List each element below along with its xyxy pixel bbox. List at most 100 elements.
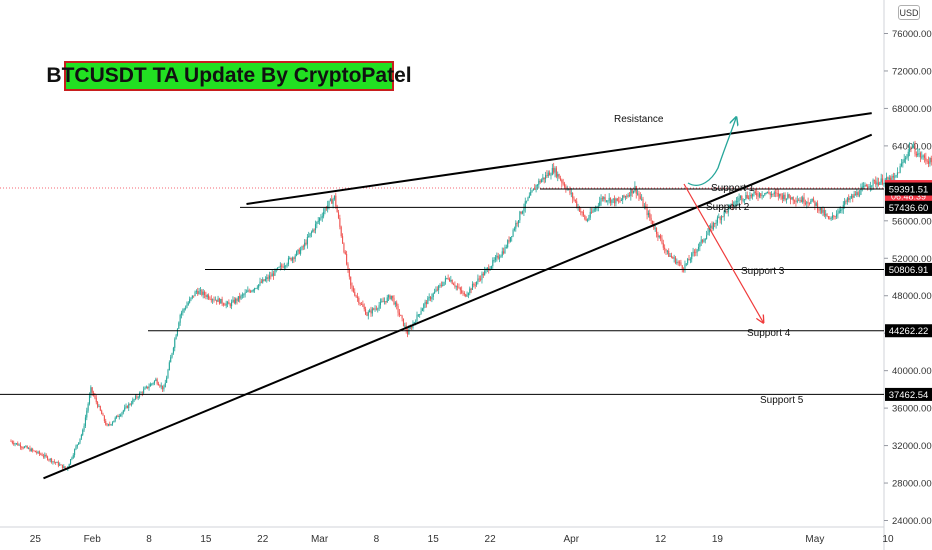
candle: [641, 194, 643, 201]
candle: [905, 155, 907, 164]
bullish-arrow: [687, 118, 736, 186]
candle: [197, 287, 199, 297]
candle-body: [61, 464, 63, 469]
candle: [375, 305, 377, 311]
candle-body: [151, 383, 153, 385]
candle-body: [147, 386, 149, 389]
candle-body: [764, 193, 766, 196]
candle: [481, 271, 483, 284]
candle: [48, 458, 50, 462]
candle: [46, 455, 49, 461]
candle-body: [731, 203, 733, 207]
time-tick-label: 8: [374, 534, 380, 545]
price-tag-value: 57436.60: [889, 203, 929, 214]
candle-body: [120, 415, 122, 417]
candle-body: [914, 145, 916, 155]
candle: [23, 445, 26, 449]
candle-body: [222, 303, 225, 305]
candle: [271, 269, 273, 277]
candle-body: [308, 236, 310, 237]
candle-body: [507, 240, 509, 248]
candle-body: [761, 195, 763, 197]
candle-body: [696, 249, 698, 253]
candle-body: [159, 385, 161, 387]
candle-body: [282, 266, 284, 268]
candle: [438, 284, 440, 294]
candle-body: [666, 250, 668, 252]
candle-body: [796, 200, 798, 202]
candle: [61, 464, 63, 470]
candle-body: [673, 257, 675, 259]
level-price-tag: 50806.91: [885, 262, 932, 276]
candle-body: [494, 257, 497, 260]
candle: [235, 297, 237, 305]
time-axis: 25 Feb 8 15 22 Mar 8 15 22 Apr 12 19 May 10: [30, 534, 894, 545]
candle-body: [910, 147, 912, 149]
candle-body: [312, 229, 314, 233]
candle: [347, 262, 349, 273]
candle-body: [271, 273, 273, 277]
candle: [392, 295, 394, 302]
candle-body: [643, 205, 645, 207]
candle: [333, 195, 335, 201]
candle-body: [124, 407, 126, 411]
candle-body: [527, 197, 529, 201]
candle: [243, 293, 245, 298]
candle-body: [902, 161, 904, 164]
candle-body: [33, 450, 35, 452]
candle: [335, 192, 337, 209]
candle: [609, 197, 612, 206]
candle-body: [397, 306, 399, 313]
candle-body: [547, 172, 549, 177]
candle-body: [771, 194, 773, 196]
candle: [530, 187, 532, 196]
candle: [650, 214, 652, 225]
candle: [765, 191, 767, 195]
candle-body: [279, 265, 281, 268]
currency-badge[interactable]: USD: [898, 5, 920, 20]
candle: [310, 230, 312, 238]
price-tick-label: 32000.00: [892, 441, 932, 452]
candle-body: [335, 195, 337, 207]
resistance-trendline: [246, 112, 872, 205]
candle: [111, 421, 114, 426]
candle: [917, 148, 919, 158]
candle-body: [237, 296, 239, 301]
candle-body: [499, 257, 501, 259]
candle: [163, 384, 165, 392]
candle-body: [226, 302, 229, 304]
candle-body: [348, 268, 350, 277]
candle-body: [381, 301, 383, 303]
candle-body: [425, 301, 428, 305]
candle: [794, 199, 796, 204]
candle: [455, 285, 457, 291]
candle: [319, 217, 321, 225]
candle: [309, 233, 311, 238]
candle: [880, 173, 882, 185]
candle: [605, 200, 608, 203]
candle-body: [409, 327, 411, 329]
candle: [826, 212, 828, 218]
candle: [190, 297, 192, 302]
candle-body: [314, 224, 317, 231]
candle: [789, 195, 792, 205]
candle: [887, 176, 889, 181]
candle-body: [259, 281, 261, 285]
candle-body: [595, 206, 597, 210]
candle: [911, 143, 913, 149]
candle: [903, 154, 905, 164]
candle-body: [404, 325, 406, 327]
candle-body: [549, 172, 551, 176]
candle: [21, 445, 23, 451]
candle-body: [80, 434, 82, 439]
candle-body: [481, 273, 483, 280]
candle: [551, 163, 553, 176]
candle-body: [332, 199, 334, 204]
time-tick-label: 22: [485, 534, 497, 545]
candle: [432, 292, 434, 301]
candle-body: [650, 217, 652, 221]
price-tick-label: 52000.00: [892, 254, 932, 265]
candle: [429, 295, 432, 302]
candle-body: [503, 251, 505, 254]
